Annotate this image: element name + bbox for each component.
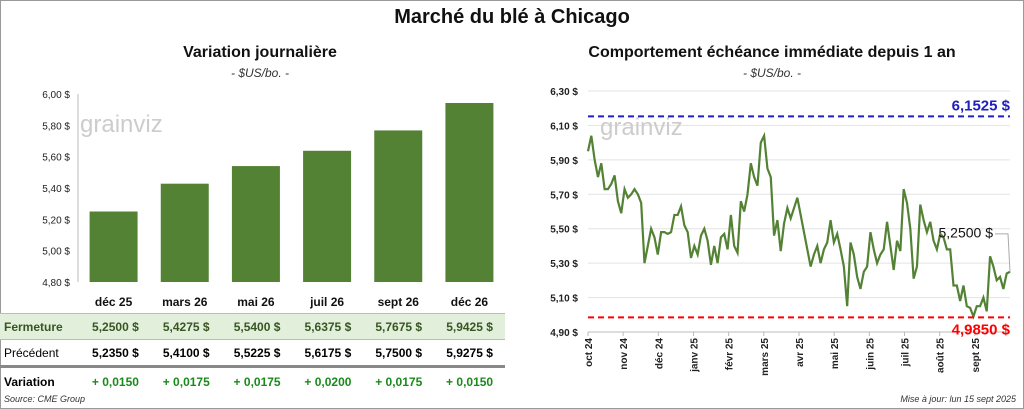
- cell: 5,4275 $: [150, 313, 222, 340]
- price-line: [586, 131, 1011, 320]
- cell: 5,6175 $: [304, 345, 352, 360]
- cell: 5,5225 $: [233, 345, 281, 360]
- cell: + 0,0175: [162, 375, 210, 390]
- x-tick-label: mars 26: [162, 295, 208, 309]
- y-tick-label: 5,10 $: [550, 294, 578, 305]
- y-tick-label: 5,40 $: [42, 184, 70, 195]
- x-tick-label: déc 26: [451, 295, 489, 309]
- bar: [231, 166, 280, 282]
- bar-chart-title: Variation journalière: [183, 44, 337, 61]
- cell: 5,9275 $: [446, 345, 493, 360]
- x-tick-label: mars 25: [760, 338, 771, 376]
- cell: 5,2350 $: [92, 345, 139, 360]
- y-tick-label: 5,20 $: [42, 215, 70, 226]
- y-tick-label: 4,90 $: [550, 328, 578, 339]
- bar: [374, 130, 423, 282]
- y-tick-label: 6,30 $: [550, 87, 578, 98]
- update-note: Mise à jour: lun 15 sept 2025: [900, 394, 1016, 404]
- line-chart-subtitle: - $US/bo. -: [742, 66, 802, 80]
- line-chart-title: Comportement échéance immédiate depuis 1…: [588, 44, 956, 61]
- bar-chart: grainviz 4,80 $ 5,00 $ 5,20 $ 5,40 $ 5,60 $ 5,…: [42, 90, 494, 309]
- cell: 5,4100 $: [162, 345, 210, 360]
- x-tick-label: mai 25: [830, 338, 841, 370]
- low-label: 4,9850 $: [952, 321, 1011, 338]
- watermark-logo: grainviz: [80, 111, 163, 138]
- x-tick-label: août 25: [936, 338, 947, 373]
- y-tick-label: 6,10 $: [550, 121, 578, 132]
- table-row-variation: Variation + 0,0150 + 0,0175 + 0,0175 + 0,02…: [0, 367, 505, 397]
- row-label: Fermeture: [0, 313, 80, 340]
- cell: + 0,0150: [446, 375, 494, 390]
- cell: + 0,0175: [233, 375, 281, 390]
- cell: 5,6375 $: [292, 313, 364, 340]
- y-tick-label: 5,30 $: [550, 259, 578, 270]
- x-tick-label: sept 25: [971, 338, 982, 373]
- watermark-logo: grainviz: [600, 114, 683, 141]
- last-value-leader: [995, 233, 1011, 272]
- y-tick-label: 5,90 $: [550, 156, 578, 167]
- cell: 5,7675 $: [363, 313, 435, 340]
- bar: [303, 150, 352, 282]
- x-tick-label: juin 25: [865, 338, 876, 371]
- bar: [89, 211, 138, 282]
- cell: 5,5400 $: [221, 313, 293, 340]
- last-value-label: 5,2500 $: [939, 224, 994, 240]
- y-tick-label: 5,00 $: [42, 247, 70, 258]
- cell: + 0,0200: [304, 375, 352, 390]
- x-tick-label: juil 26: [309, 295, 344, 309]
- page-title: Marché du blé à Chicago: [394, 6, 630, 28]
- y-tick-label: 5,70 $: [550, 190, 578, 201]
- source-note: Source: CME Group: [4, 394, 86, 404]
- y-tick-label: 5,60 $: [42, 153, 70, 164]
- row-label: Précédent: [4, 345, 59, 360]
- x-tick-label: janv 25: [690, 338, 701, 373]
- cell: 5,7500 $: [375, 345, 423, 360]
- y-tick-label: 5,80 $: [42, 121, 70, 132]
- y-tick-label: 4,80 $: [42, 278, 70, 289]
- price-table: Fermeture 5,2500 $5,4275 $5,5400 $5,6375…: [0, 313, 505, 397]
- x-tick-label: déc 24: [654, 338, 665, 370]
- x-tick-label: sept 26: [378, 295, 420, 309]
- cell: + 0,0150: [91, 375, 139, 390]
- x-tick-label: nov 24: [619, 338, 630, 370]
- x-tick-label: févr 25: [725, 338, 736, 371]
- table-row-precedent: Précédent 5,2350 $ 5,4100 $ 5,5225 $ 5,6175…: [0, 339, 505, 367]
- y-tick-label: 5,50 $: [550, 225, 578, 236]
- x-tick-label: juil 25: [901, 338, 912, 368]
- high-label: 6,1525 $: [952, 97, 1011, 114]
- cell: 5,2500 $: [80, 313, 151, 340]
- x-tick-label: oct 24: [584, 338, 595, 367]
- line-chart: 4,90 $ 5,10 $ 5,30 $ 5,50 $ 5,70 $ 5,90 $ 6,10…: [550, 87, 1011, 376]
- bar: [160, 183, 209, 282]
- x-tick-label: déc 25: [95, 295, 133, 309]
- y-tick-label: 6,00 $: [42, 90, 70, 101]
- bar: [445, 103, 494, 282]
- x-tick-label: avr 25: [795, 338, 806, 367]
- bar-chart-subtitle: - $US/bo. -: [230, 66, 290, 80]
- x-tick-label: mai 26: [237, 295, 275, 309]
- cell: 5,9425 $: [434, 313, 505, 340]
- table-row-fermeture: Fermeture 5,2500 $5,4275 $5,5400 $5,6375…: [0, 313, 505, 340]
- row-label: Variation: [4, 375, 55, 390]
- cell: + 0,0175: [375, 375, 423, 390]
